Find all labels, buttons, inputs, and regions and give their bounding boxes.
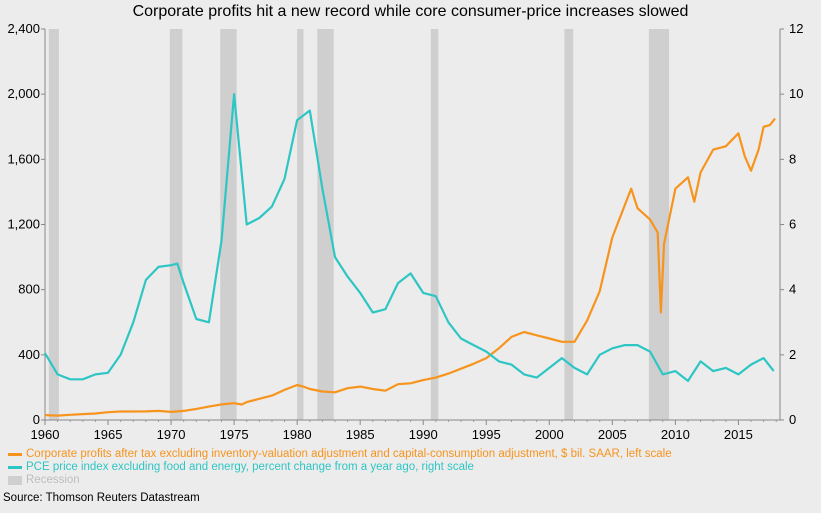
series-line-pce — [44, 93, 775, 382]
x-tick-label: 1995 — [472, 427, 501, 442]
legend-item-recession: Recession — [8, 474, 80, 486]
x-tick-label: 1975 — [220, 427, 249, 442]
y-right-tick-label: 4 — [789, 282, 796, 297]
legend-label-profits: Corporate profits after tax excluding in… — [26, 448, 672, 460]
recession-band — [648, 29, 670, 420]
chart-title: Corporate profits hit a new record while… — [132, 3, 689, 20]
x-tick-label: 2015 — [724, 427, 753, 442]
series-lines — [44, 93, 776, 417]
y-left-tick-label: 0 — [33, 412, 40, 427]
y-left-tick-label: 800 — [18, 282, 40, 297]
x-tick-label: 2000 — [535, 427, 564, 442]
legend-item-pce: PCE price index excluding food and energ… — [8, 461, 474, 473]
legend-swatch-pce — [8, 465, 22, 469]
x-tick-label: 1965 — [94, 427, 123, 442]
y-left-tick-label: 2,000 — [7, 86, 40, 101]
recession-band — [220, 29, 237, 420]
legend-item-profits: Corporate profits after tax excluding in… — [8, 448, 672, 460]
y-left-tick-label: 1,200 — [7, 217, 40, 232]
recession-band — [564, 29, 574, 420]
legend-label-recession: Recession — [26, 474, 80, 486]
x-tick-label: 1990 — [409, 427, 438, 442]
y-left-tick-label: 1,600 — [7, 151, 40, 166]
y-right-tick-label: 0 — [789, 412, 796, 427]
y-right-tick-label: 6 — [789, 217, 796, 232]
source-note: Source: Thomson Reuters Datastream — [3, 492, 200, 504]
y-right-tick-label: 12 — [789, 21, 803, 36]
legend-swatch-profits — [8, 452, 22, 456]
recession-band — [48, 29, 59, 420]
y-left-tick-label: 400 — [18, 347, 40, 362]
legend-label-pce: PCE price index excluding food and energ… — [26, 461, 474, 473]
recession-band — [317, 29, 334, 420]
x-tick-label: 1970 — [157, 427, 186, 442]
recession-band — [430, 29, 439, 420]
recession-bands — [48, 29, 670, 420]
axes: 0 400 800 1,200 1,600 2,000 2,400 0 2 4 6 8 10 12 1960… — [7, 21, 803, 442]
legend-swatch-recession — [8, 475, 22, 485]
y-right-tick-label: 8 — [789, 151, 796, 166]
recession-band — [169, 29, 183, 420]
y-left-tick-label: 2,400 — [7, 21, 40, 36]
x-tick-label: 1985 — [346, 427, 375, 442]
x-tick-label: 2010 — [661, 427, 690, 442]
y-right-tick-label: 2 — [789, 347, 796, 362]
x-tick-label: 1960 — [31, 427, 60, 442]
x-tick-label: 2005 — [598, 427, 627, 442]
x-tick-label: 1980 — [283, 427, 312, 442]
series-line-profits — [44, 117, 776, 417]
y-right-tick-label: 10 — [789, 86, 803, 101]
recession-band — [297, 29, 304, 420]
